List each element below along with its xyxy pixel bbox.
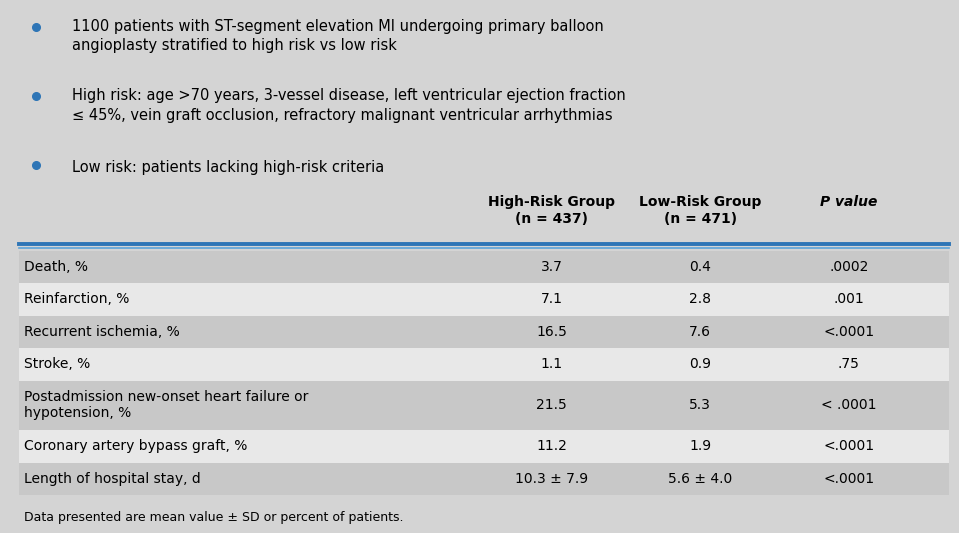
Text: Reinfarction, %: Reinfarction, % [24, 292, 129, 306]
Text: 5.3: 5.3 [690, 398, 711, 413]
Text: 1100 patients with ST-segment elevation MI undergoing primary balloon
angioplast: 1100 patients with ST-segment elevation … [72, 19, 603, 53]
Text: Low risk: patients lacking high-risk criteria: Low risk: patients lacking high-risk cri… [72, 160, 385, 175]
Text: 10.3 ± 7.9: 10.3 ± 7.9 [515, 472, 588, 486]
Text: 21.5: 21.5 [536, 398, 567, 413]
Text: High risk: age >70 years, 3-vessel disease, left ventricular ejection fraction
≤: High risk: age >70 years, 3-vessel disea… [72, 88, 625, 123]
Text: Stroke, %: Stroke, % [24, 357, 90, 372]
Text: <.0001: <.0001 [823, 472, 875, 486]
Text: 3.7: 3.7 [541, 260, 562, 274]
Text: 7.6: 7.6 [690, 325, 711, 339]
Text: < .0001: < .0001 [821, 398, 877, 413]
Text: 11.2: 11.2 [536, 439, 567, 454]
Text: Length of hospital stay, d: Length of hospital stay, d [24, 472, 200, 486]
Bar [19, 463, 949, 495]
Bar [19, 283, 949, 316]
Text: .001: .001 [833, 292, 864, 306]
Text: 1.1: 1.1 [540, 357, 563, 372]
Bar [19, 348, 949, 381]
Text: 5.6 ± 4.0: 5.6 ± 4.0 [668, 472, 732, 486]
Text: 0.9: 0.9 [690, 357, 711, 372]
Text: P value: P value [820, 195, 877, 208]
Text: High-Risk Group
(n = 437): High-Risk Group (n = 437) [488, 195, 615, 226]
Text: <.0001: <.0001 [823, 325, 875, 339]
Text: 0.4: 0.4 [690, 260, 711, 274]
Text: Low-Risk Group
(n = 471): Low-Risk Group (n = 471) [639, 195, 761, 226]
Text: <.0001: <.0001 [823, 439, 875, 454]
Text: 2.8: 2.8 [690, 292, 711, 306]
Bar [19, 251, 949, 283]
Text: .75: .75 [838, 357, 859, 372]
Text: 1.9: 1.9 [689, 439, 712, 454]
Text: Death, %: Death, % [24, 260, 88, 274]
Bar [19, 381, 949, 430]
Text: Postadmission new-onset heart failure or
hypotension, %: Postadmission new-onset heart failure or… [24, 390, 309, 421]
Text: 16.5: 16.5 [536, 325, 567, 339]
Bar [19, 316, 949, 348]
Text: .0002: .0002 [829, 260, 869, 274]
Text: Coronary artery bypass graft, %: Coronary artery bypass graft, % [24, 439, 247, 454]
Text: 7.1: 7.1 [541, 292, 562, 306]
Text: Recurrent ischemia, %: Recurrent ischemia, % [24, 325, 179, 339]
Bar [19, 430, 949, 463]
Text: Data presented are mean value ± SD or percent of patients.: Data presented are mean value ± SD or pe… [24, 511, 404, 524]
